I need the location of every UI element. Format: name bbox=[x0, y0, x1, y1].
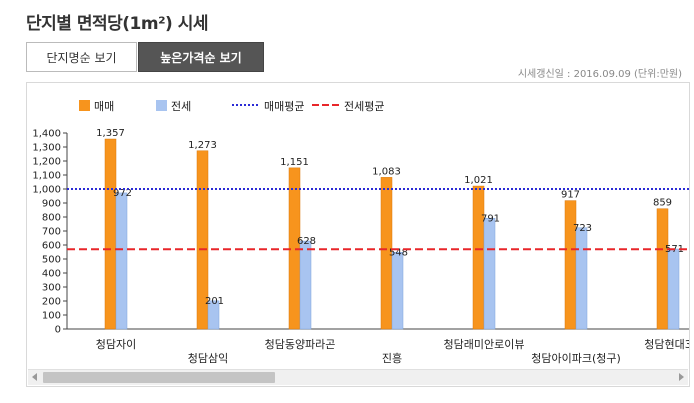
x-category-label: 청담래미안로이뷰 bbox=[444, 338, 525, 351]
data-label-sale: 1,083 bbox=[372, 166, 401, 177]
bar-jeonse bbox=[483, 218, 496, 330]
x-category-label: 청담삼익 bbox=[188, 352, 228, 365]
y-tick-label: 1,200 bbox=[32, 157, 61, 168]
legend-swatch-jeonse bbox=[156, 100, 167, 111]
data-label-jeonse: 791 bbox=[481, 213, 500, 224]
data-label-jeonse: 972 bbox=[113, 188, 132, 199]
bar-jeonse bbox=[667, 248, 680, 330]
data-label-jeonse: 723 bbox=[573, 223, 592, 234]
bar-jeonse bbox=[299, 240, 312, 330]
data-label-jeonse: 201 bbox=[205, 296, 224, 307]
y-tick-label: 0 bbox=[55, 325, 61, 336]
tab-sort-by-price[interactable]: 높은가격순 보기 bbox=[138, 42, 264, 72]
legend-label-jeonse-avg: 전세평균 bbox=[344, 100, 384, 113]
y-tick-label: 100 bbox=[42, 311, 61, 322]
x-category-label: 청담자이 bbox=[96, 338, 136, 351]
data-label-sale: 917 bbox=[561, 190, 580, 201]
bar-sale bbox=[472, 185, 485, 330]
data-label-sale: 859 bbox=[653, 198, 672, 209]
bar-jeonse bbox=[391, 252, 404, 330]
bar-jeonse bbox=[207, 300, 220, 330]
y-tick-label: 500 bbox=[42, 255, 61, 266]
scroll-left-icon[interactable] bbox=[32, 373, 37, 381]
y-tick-label: 1,100 bbox=[32, 171, 61, 182]
data-label-sale: 1,273 bbox=[188, 140, 217, 151]
data-label-sale: 1,357 bbox=[96, 128, 125, 139]
legend-label-sale: 매매 bbox=[94, 100, 114, 113]
y-tick-label: 400 bbox=[42, 269, 61, 280]
y-tick-label: 900 bbox=[42, 199, 61, 210]
x-category-label: 진흥 bbox=[382, 351, 402, 365]
scroll-thumb[interactable] bbox=[43, 372, 275, 383]
y-tick-label: 800 bbox=[42, 213, 61, 224]
y-tick-label: 1,000 bbox=[32, 185, 61, 196]
x-category-label: 청담현대3 bbox=[644, 338, 689, 351]
legend-swatch-sale bbox=[79, 100, 90, 111]
legend-label-jeonse: 전세 bbox=[171, 100, 191, 113]
bar-sale bbox=[104, 138, 117, 330]
data-label-jeonse: 548 bbox=[389, 247, 408, 258]
bar-jeonse bbox=[575, 227, 588, 330]
y-tick-label: 700 bbox=[42, 227, 61, 238]
scroll-right-icon[interactable] bbox=[679, 373, 684, 381]
price-chart: 매매 전세 매매평균 전세평균 0 100 200 300 400 500 600 700 800 900… bbox=[32, 100, 689, 365]
chart-scrollbar[interactable] bbox=[28, 369, 688, 385]
x-category-label: 청담아이파크(청구) bbox=[531, 352, 621, 365]
page-title: 단지별 면적당(1m²) 시세 bbox=[26, 14, 208, 34]
chart-panel: 매매 전세 매매평균 전세평균 0 100 200 300 400 500 600 700 800 900… bbox=[26, 82, 690, 387]
bar-sale bbox=[656, 208, 669, 330]
bar-jeonse bbox=[115, 192, 128, 330]
bar-sale bbox=[564, 200, 577, 330]
y-tick-label: 300 bbox=[42, 283, 61, 294]
tab-sort-by-name[interactable]: 단지명순 보기 bbox=[26, 42, 137, 72]
y-tick-label: 1,400 bbox=[32, 129, 61, 140]
legend-label-sale-avg: 매매평균 bbox=[264, 100, 304, 113]
y-tick-label: 200 bbox=[42, 297, 61, 308]
x-category-label: 청담동양파라곤 bbox=[265, 338, 336, 351]
bar-sale bbox=[196, 150, 209, 330]
data-label-sale: 1,151 bbox=[280, 157, 309, 168]
data-label-sale: 1,021 bbox=[464, 175, 493, 186]
data-label-jeonse: 628 bbox=[297, 236, 316, 247]
update-note: 시세갱신일 : 2016.09.09 (단위:만원) bbox=[517, 69, 682, 80]
y-tick-label: 1,300 bbox=[32, 143, 61, 154]
y-tick-label: 600 bbox=[42, 241, 61, 252]
